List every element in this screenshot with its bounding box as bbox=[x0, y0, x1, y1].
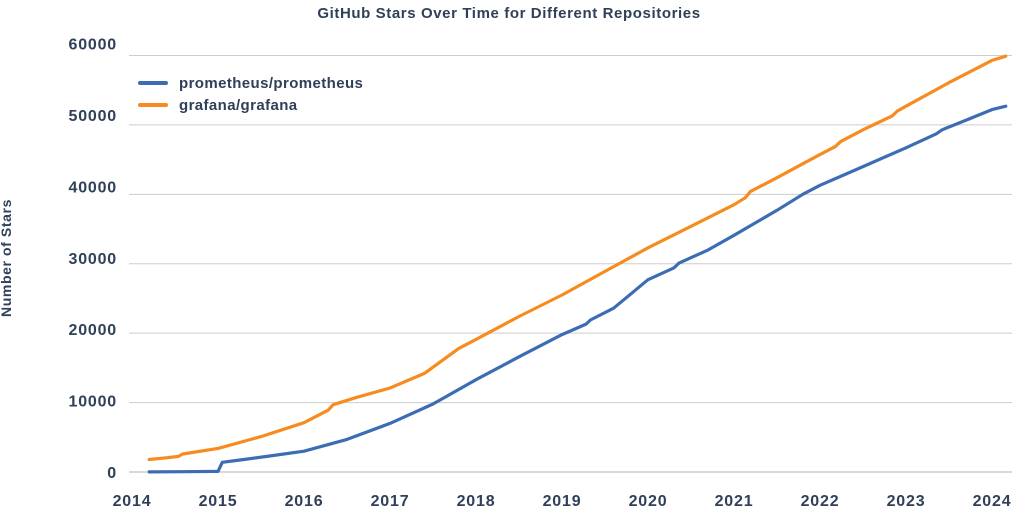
y-tick-label: 20000 bbox=[69, 322, 118, 339]
series-line-grafana bbox=[147, 54, 1008, 462]
y-tick-label: 50000 bbox=[69, 108, 118, 125]
x-tick-label: 2017 bbox=[371, 493, 410, 510]
x-tick-label: 2019 bbox=[543, 493, 582, 510]
prometheus-line-swatch bbox=[138, 81, 168, 85]
grafana-line-swatch bbox=[138, 103, 168, 107]
y-tick-label: 60000 bbox=[69, 37, 118, 54]
series-line-prometheus bbox=[147, 104, 1008, 474]
x-tick-label: 2021 bbox=[715, 493, 754, 510]
y-tick-label: 10000 bbox=[69, 394, 118, 411]
y-tick-label: 40000 bbox=[69, 179, 118, 196]
x-tick-label: 2020 bbox=[629, 493, 668, 510]
legend-label-prometheus: prometheus/prometheus bbox=[179, 74, 364, 92]
x-tick-label: 2015 bbox=[199, 493, 238, 510]
x-tick-label: 2014 bbox=[113, 493, 152, 510]
legend-item-grafana: grafana/grafana bbox=[138, 94, 363, 116]
legend: prometheus/prometheus grafana/grafana bbox=[138, 72, 363, 116]
legend-label-grafana: grafana/grafana bbox=[179, 96, 298, 114]
x-tick-label: 2016 bbox=[285, 493, 324, 510]
chart-title: GitHub Stars Over Time for Different Rep… bbox=[317, 5, 701, 22]
x-tick-label: 2018 bbox=[457, 493, 496, 510]
y-tick-label: 30000 bbox=[69, 251, 118, 268]
x-tick-label: 2022 bbox=[801, 493, 840, 510]
x-tick-label: 2023 bbox=[887, 493, 926, 510]
x-tick-label: 2024 bbox=[973, 493, 1012, 510]
y-tick-label: 0 bbox=[107, 465, 117, 482]
legend-item-prometheus: prometheus/prometheus bbox=[138, 72, 363, 94]
